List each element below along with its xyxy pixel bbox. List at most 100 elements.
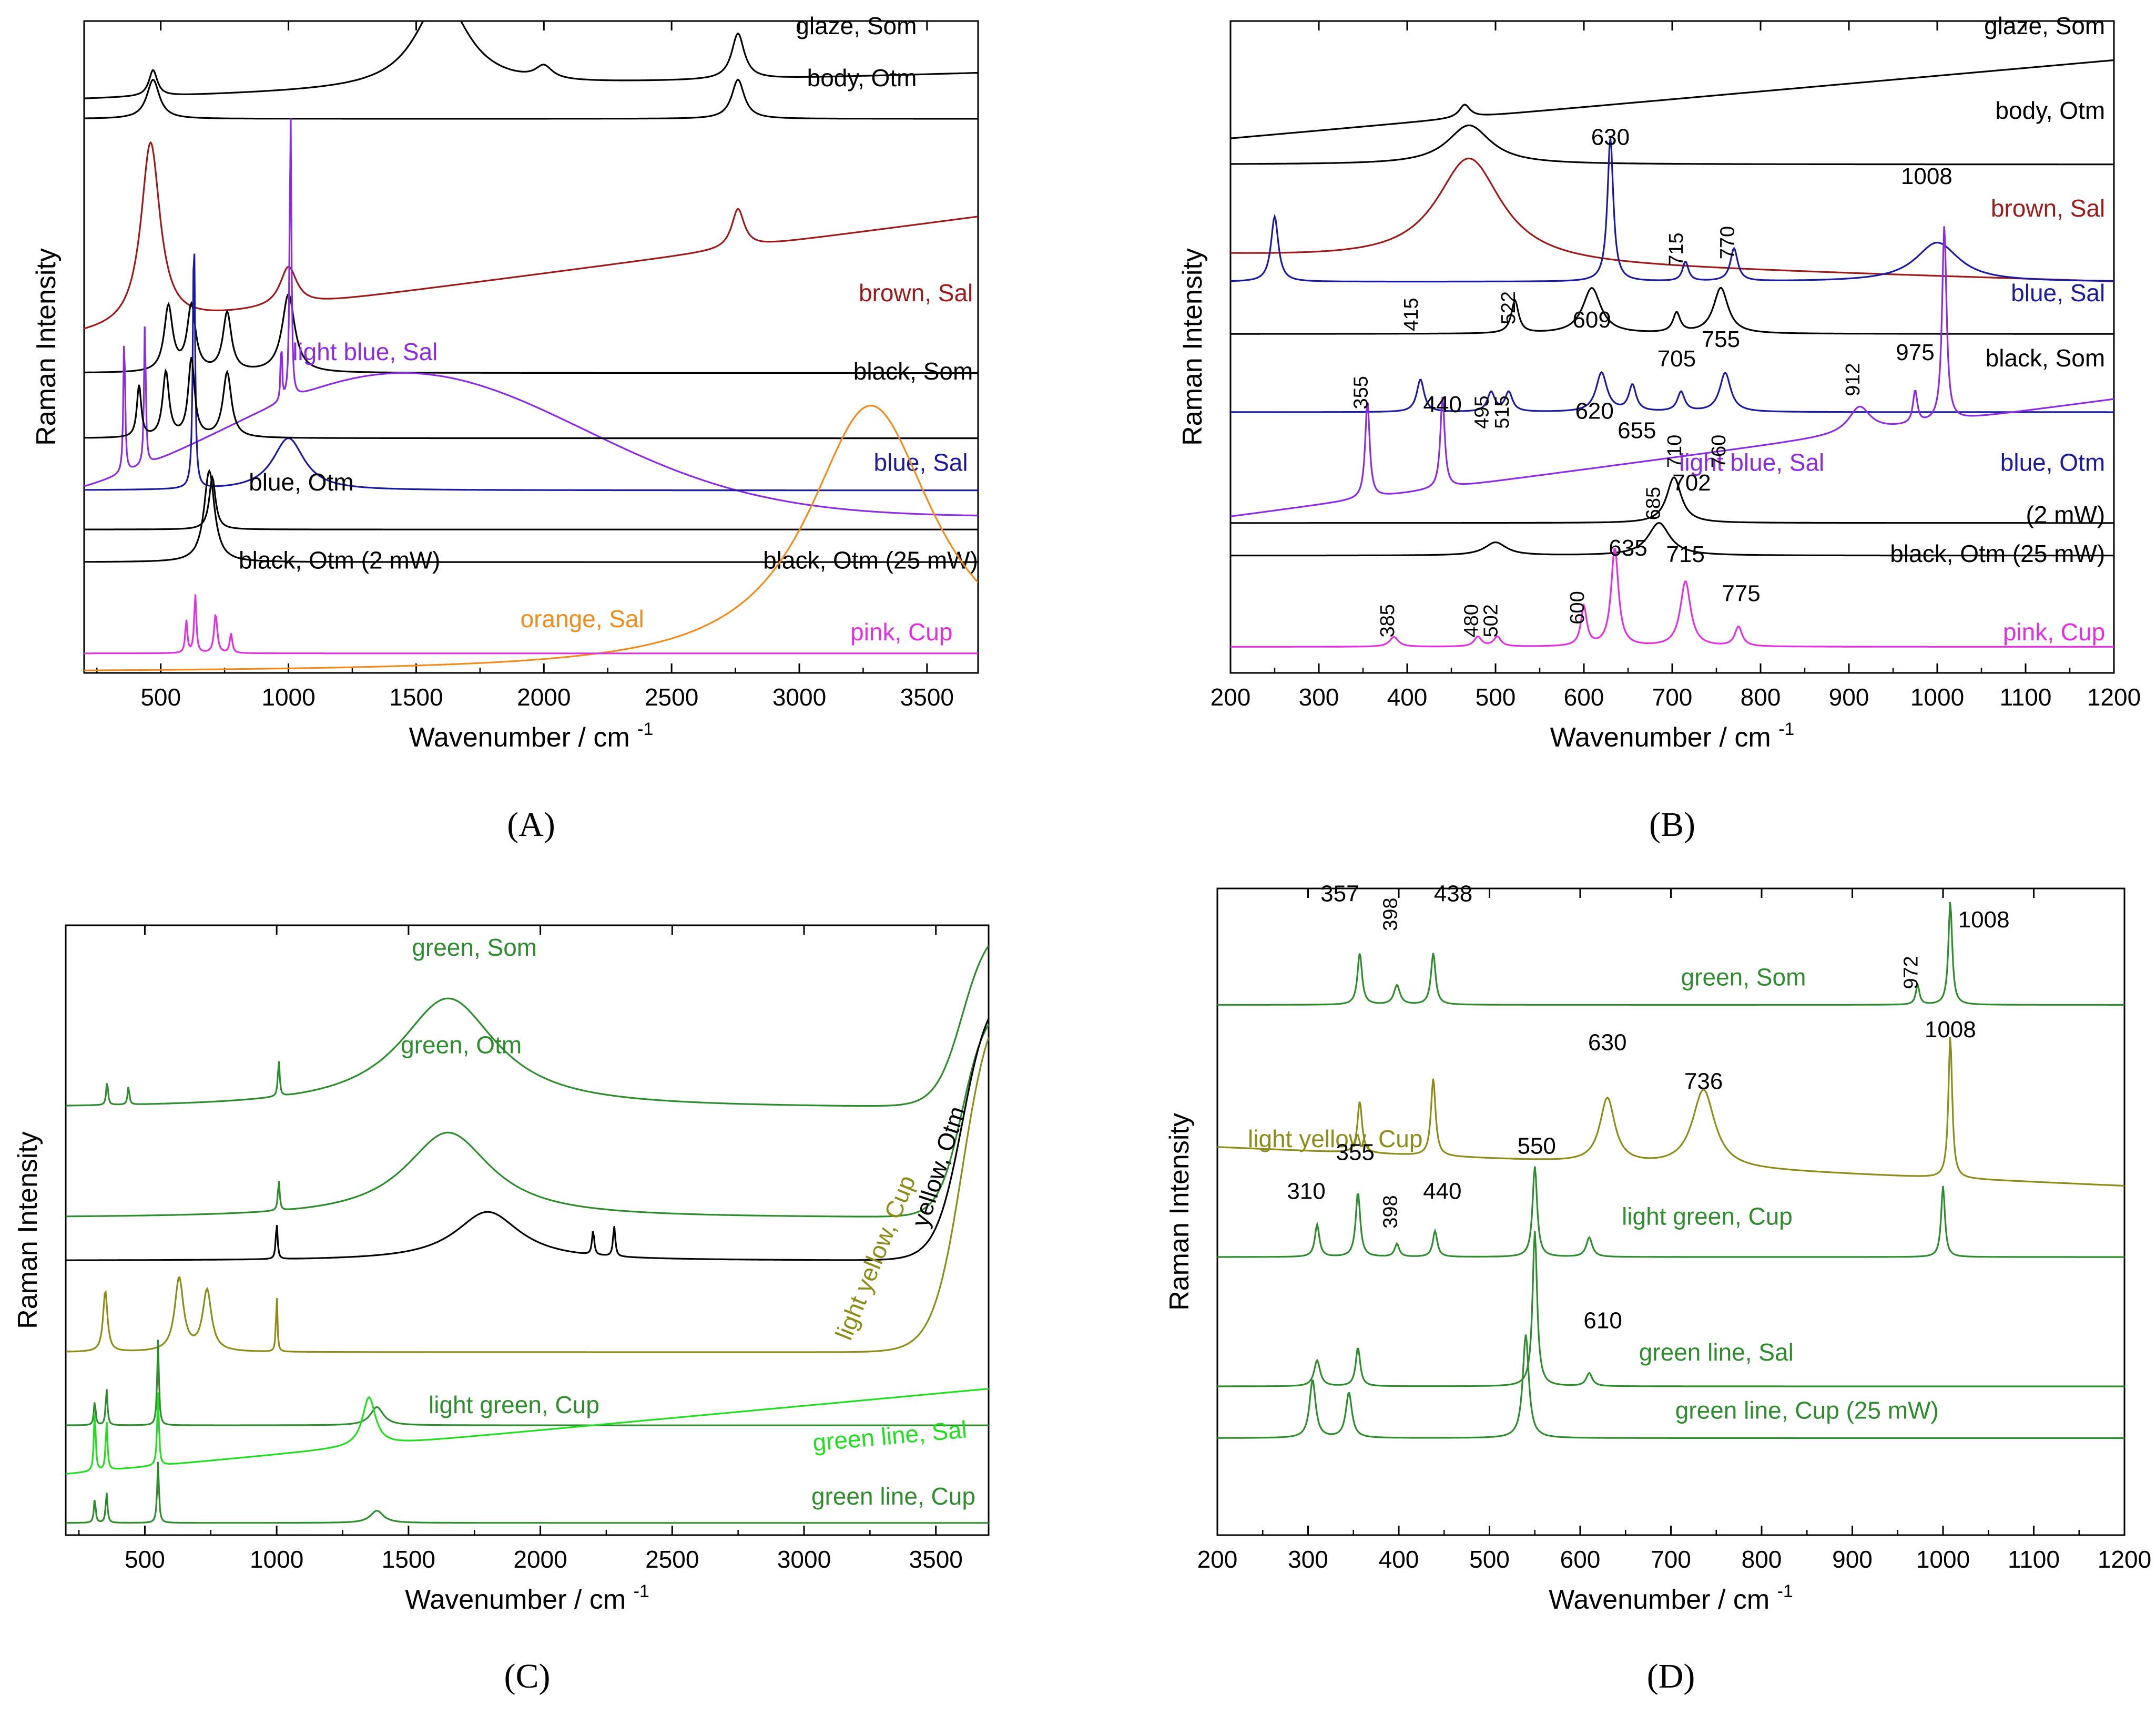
x-tick-label: 1200 xyxy=(2098,1546,2151,1573)
x-tick-label: 500 xyxy=(140,683,181,711)
plot-frame xyxy=(65,924,990,1536)
peak-annotation: 630 xyxy=(1588,1030,1626,1056)
peak-annotation: 912 xyxy=(1842,363,1864,396)
series-label: green line, Sal xyxy=(811,1416,968,1456)
series-label: light green, Cup xyxy=(1622,1203,1793,1230)
series-line-pink-cup xyxy=(84,594,978,655)
series-label: brown, Sal xyxy=(1991,195,2105,222)
series-line-black-otm-2-mw- xyxy=(84,474,978,530)
series-label: green, Som xyxy=(1681,964,1806,991)
peak-annotation: 415 xyxy=(1400,298,1422,331)
x-tick-label: 400 xyxy=(1387,683,1428,711)
peak-annotation: 495 xyxy=(1471,395,1493,428)
series-line-light-yellow-cup xyxy=(66,1037,989,1353)
y-axis-label: Raman Intensity xyxy=(1164,1113,1195,1311)
peak-annotation: 550 xyxy=(1517,1133,1555,1159)
x-tick-label: 1500 xyxy=(389,683,443,711)
series-label: green, Som xyxy=(412,934,537,961)
x-tick-label: 3500 xyxy=(900,683,954,711)
x-tick-label: 2000 xyxy=(517,683,571,711)
y-axis-label: Raman Intensity xyxy=(13,1131,43,1329)
series-label: green line, Sal xyxy=(1639,1338,1794,1366)
x-tick-label: 1100 xyxy=(2000,683,2052,711)
x-tick-label: 200 xyxy=(1211,683,1251,711)
series-line-blue-sal xyxy=(84,253,978,492)
series-label: (2 mW) xyxy=(2026,501,2105,528)
series-label: glaze, Som xyxy=(796,12,917,39)
series-label: black, Otm (25 mW) xyxy=(763,547,978,574)
peak-annotation: 760 xyxy=(1708,435,1730,468)
series-line-yellow-otm xyxy=(66,1018,989,1261)
panel-label: (C) xyxy=(504,1657,551,1695)
series-line-body-otm xyxy=(1230,124,2114,166)
peak-annotation: 775 xyxy=(1722,581,1760,607)
series-label: blue, Otm xyxy=(2000,449,2105,476)
series-line-black-otm-25-mw- xyxy=(84,468,978,563)
series-label: blue, Sal xyxy=(874,449,968,476)
series-line-green-line-cup xyxy=(66,1462,989,1524)
series-line-glaze-som xyxy=(1230,59,2114,139)
series-line--2-mw- xyxy=(1230,476,2114,524)
x-tick-label: 200 xyxy=(1197,1546,1238,1573)
peak-annotation: 972 xyxy=(1900,956,1923,989)
chart-panel-B: 200 300 400 500 600 700 800 900 1000 1100 1200 Wave… xyxy=(1177,12,2141,844)
peak-annotation: 357 xyxy=(1320,881,1359,907)
series-line-black-som xyxy=(1230,287,2114,335)
x-tick-label: 800 xyxy=(1741,683,1781,711)
series-label: black, Otm (25 mW) xyxy=(1890,540,2105,567)
series-line-orange-sal xyxy=(84,404,978,671)
series-line-body-otm xyxy=(84,78,978,120)
peak-annotation: 609 xyxy=(1572,307,1611,333)
panel-label: (B) xyxy=(1649,805,1695,844)
series-label: green line, Cup (25 mW) xyxy=(1675,1397,1939,1424)
x-axis-label: Wavenumber / cm -1 xyxy=(1549,1581,1793,1615)
x-tick-label: 3500 xyxy=(909,1546,963,1573)
x-tick-label: 900 xyxy=(1832,1546,1873,1573)
x-axis-label: Wavenumber / cm -1 xyxy=(1550,719,1795,753)
x-tick-label: 1000 xyxy=(1916,1546,1970,1573)
x-tick-label: 400 xyxy=(1379,1546,1419,1573)
x-axis-label-sup: -1 xyxy=(634,1581,649,1601)
peak-annotation: 440 xyxy=(1423,392,1461,417)
x-tick-label: 900 xyxy=(1829,683,1869,711)
x-tick-label: 300 xyxy=(1299,683,1339,711)
peak-annotation: 715 xyxy=(1665,232,1687,265)
peak-annotation: 355 xyxy=(1350,376,1372,409)
peak-annotation: 440 xyxy=(1423,1178,1461,1204)
chart-panel-A: 500 1000 1500 2000 2500 3000 3500 Wavenumber / … xyxy=(31,12,979,844)
peak-annotation: 522 xyxy=(1498,291,1520,324)
series-label: light yellow, Cup xyxy=(830,1171,921,1344)
panel-label: (D) xyxy=(1647,1657,1695,1695)
series-line-pink-cup xyxy=(1230,548,2114,648)
x-tick-label: 700 xyxy=(1652,683,1693,711)
y-axis-label: Raman Intensity xyxy=(1177,248,1208,446)
series-line-light-green-cup xyxy=(66,1340,989,1426)
x-tick-label: 500 xyxy=(1469,1546,1510,1573)
x-axis-label-sup: -1 xyxy=(1777,1581,1793,1601)
x-tick-label: 1200 xyxy=(2087,683,2141,711)
x-tick-label: 600 xyxy=(1564,683,1604,711)
x-tick-label: 500 xyxy=(125,1546,165,1573)
series-line-light-blue-sal xyxy=(1230,226,2114,517)
series-label: blue, Otm xyxy=(249,468,353,496)
peak-annotation: 610 xyxy=(1583,1307,1622,1333)
peak-annotation: 736 xyxy=(1684,1068,1723,1094)
x-tick-label: 500 xyxy=(1476,683,1516,711)
x-axis-label-sup: -1 xyxy=(1778,719,1794,739)
x-tick-label: 700 xyxy=(1651,1546,1691,1573)
series-line-green-som xyxy=(1217,902,2124,1006)
peak-annotation: 755 xyxy=(1702,326,1740,352)
series-line-green-som xyxy=(66,945,989,1107)
series-label: body, Otm xyxy=(807,64,917,91)
series-label: black, Som xyxy=(853,357,973,385)
series-label: light green, Cup xyxy=(429,1391,599,1418)
peak-annotation: 502 xyxy=(1480,604,1502,637)
peak-annotation: 770 xyxy=(1717,226,1739,259)
peak-annotation: 398 xyxy=(1380,1195,1402,1228)
peak-annotation: 385 xyxy=(1377,604,1399,637)
peak-annotation: 355 xyxy=(1336,1140,1374,1166)
peak-annotation: 515 xyxy=(1491,395,1513,428)
x-tick-label: 1000 xyxy=(1910,683,1964,711)
series-line-green-line-cup-25-mw- xyxy=(1217,1334,2124,1439)
